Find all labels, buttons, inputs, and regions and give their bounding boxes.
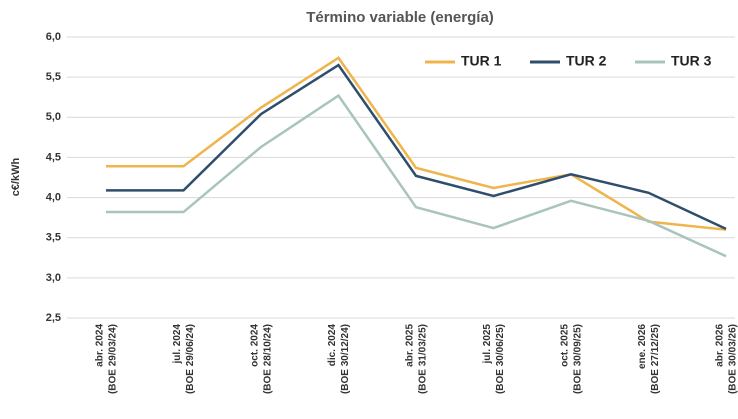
x-tick-label: (BOE 30/06/25) [495,324,506,394]
y-tick-label: 4,5 [46,151,61,163]
series-line [106,56,727,231]
x-tick-label: (BOE 31/03/25) [418,324,429,394]
x-tick-label: (BOE 30/03/26) [728,324,738,394]
y-tick-label: 4,0 [46,191,61,203]
x-tick-label: (BOE 29/03/24) [108,324,119,394]
legend-label: TUR 3 [671,53,712,69]
y-axis-label: c€/kWh [10,157,22,196]
x-tick-label: oct. 2024 [250,324,261,367]
x-tick-label: (BOE 29/06/24) [185,324,196,394]
y-tick-label: 5,5 [46,71,61,83]
x-tick-label: ene. 2026 [637,324,648,369]
x-tick-label: abr. 2026 [715,324,726,367]
series-line [106,93,727,258]
y-tick-label: 6,0 [46,31,61,43]
x-tick-label: jul. 2025 [482,324,493,365]
x-tick-label: abr. 2025 [405,324,416,367]
series-line [106,63,727,231]
x-tick-label: dic. 2024 [327,324,338,367]
y-tick-label: 2,5 [46,312,61,324]
x-tick-label: (BOE 27/12/25) [650,324,661,394]
x-tick-label: (BOE 30/12/24) [340,324,351,394]
y-tick-label: 5,0 [46,111,61,123]
x-tick-label: (BOE 28/10/24) [263,324,274,394]
x-tick-label: oct. 2025 [560,324,571,367]
x-tick-label: (BOE 30/09/25) [573,324,584,394]
x-tick-label: abr. 2024 [95,324,106,367]
chart-title: Término variable (energía) [306,9,494,26]
legend-label: TUR 1 [461,53,502,69]
legend-label: TUR 2 [566,53,607,69]
x-tick-label: jul. 2024 [172,324,183,365]
y-tick-label: 3,5 [46,232,61,244]
y-tick-label: 3,0 [46,272,61,284]
